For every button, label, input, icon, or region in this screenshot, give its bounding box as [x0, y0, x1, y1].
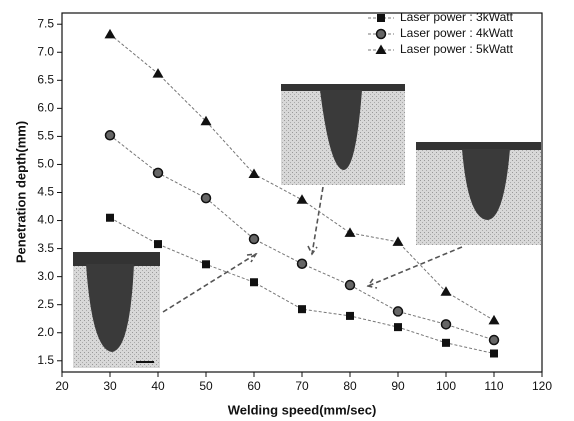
- y-axis-label: Penetration depth(mm): [13, 121, 28, 263]
- legend-label: Laser power : 5kWatt: [400, 42, 514, 56]
- y-tick-label: 7.0: [37, 44, 54, 58]
- marker: [200, 115, 212, 126]
- marker: [377, 14, 385, 22]
- arrow: [162, 186, 463, 313]
- y-tick-label: 6.5: [37, 72, 54, 86]
- marker: [346, 311, 354, 320]
- inset-image: [73, 252, 160, 368]
- legend-label: Laser power : 4kWatt: [400, 26, 514, 40]
- y-tick-label: 1.5: [37, 353, 54, 367]
- marker: [248, 233, 260, 245]
- marker: [250, 278, 258, 287]
- x-tick-label: 120: [532, 379, 552, 393]
- marker: [394, 323, 402, 332]
- series-line: [109, 217, 495, 354]
- marker: [106, 213, 114, 222]
- x-tick-label: 60: [247, 379, 261, 393]
- x-tick-label: 30: [103, 379, 117, 393]
- inset-image: [281, 84, 405, 185]
- marker: [375, 28, 387, 40]
- marker: [344, 279, 356, 291]
- marker: [442, 338, 450, 347]
- y-tick-label: 3.5: [37, 241, 54, 255]
- marker: [104, 130, 116, 141]
- y-tick-label: 6.0: [37, 101, 54, 115]
- y-tick-label: 2.0: [37, 325, 54, 339]
- marker: [490, 349, 498, 358]
- marker: [202, 260, 210, 269]
- marker: [152, 68, 164, 78]
- marker: [152, 167, 164, 179]
- marker: [296, 194, 308, 204]
- x-tick-label: 100: [436, 379, 456, 393]
- inset-image: [416, 142, 541, 245]
- marker: [488, 334, 500, 346]
- marker: [392, 306, 404, 317]
- y-tick-label: 5.0: [37, 157, 54, 171]
- y-tick-label: 3.0: [37, 269, 54, 283]
- x-tick-label: 20: [55, 379, 69, 393]
- marker: [375, 44, 387, 54]
- marker: [248, 168, 260, 178]
- marker: [440, 286, 452, 296]
- marker: [344, 227, 356, 237]
- marker: [296, 258, 308, 269]
- x-tick-label: 50: [199, 379, 213, 393]
- x-tick-label: 80: [343, 379, 357, 393]
- marker: [392, 236, 404, 246]
- x-tick-label: 110: [484, 379, 503, 393]
- marker: [298, 305, 306, 314]
- y-tick-label: 2.5: [37, 297, 54, 311]
- marker: [104, 28, 116, 39]
- marker: [440, 319, 452, 330]
- marker: [154, 240, 162, 249]
- x-tick-label: 70: [295, 379, 309, 393]
- x-axis-label: Welding speed(mm/sec): [228, 402, 377, 417]
- legend-label: Laser power : 3kWatt: [400, 10, 514, 24]
- y-tick-label: 4.5: [37, 185, 54, 199]
- x-tick-label: 40: [151, 379, 165, 393]
- y-tick-label: 7.5: [37, 16, 54, 30]
- marker: [200, 192, 212, 204]
- marker: [488, 314, 500, 325]
- y-tick-label: 5.5: [37, 129, 54, 143]
- x-tick-label: 90: [391, 379, 405, 393]
- y-tick-label: 4.0: [37, 213, 54, 227]
